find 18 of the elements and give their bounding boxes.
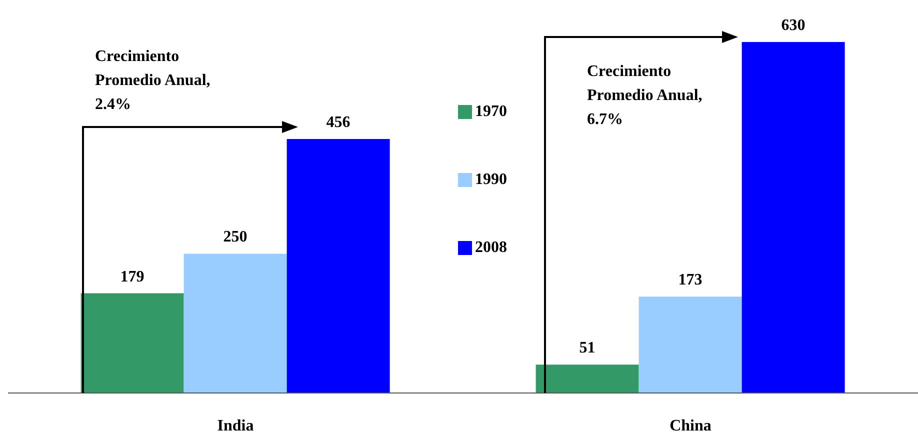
- data-label: 250: [223, 228, 248, 246]
- data-label: 179: [120, 268, 144, 286]
- x-tick-label: India: [217, 417, 254, 434]
- annotation: Crecimiento Promedio Anual, 2.4%: [95, 47, 212, 115]
- bar: [638, 296, 742, 393]
- bar: [80, 293, 184, 393]
- annotation: Crecimiento Promedio Anual, 6.7%: [587, 62, 704, 130]
- data-label: 456: [326, 114, 350, 131]
- data-label: 173: [678, 272, 702, 289]
- data-label: 630: [781, 17, 806, 34]
- bar: [742, 42, 845, 393]
- legend-label: 1970: [475, 103, 507, 121]
- bar: [536, 364, 639, 393]
- bar: [184, 254, 287, 393]
- x-tick-label: China: [670, 417, 712, 434]
- legend-label: 2008: [475, 239, 507, 257]
- data-label: 51: [579, 340, 596, 357]
- legend-label: 1990: [475, 171, 507, 189]
